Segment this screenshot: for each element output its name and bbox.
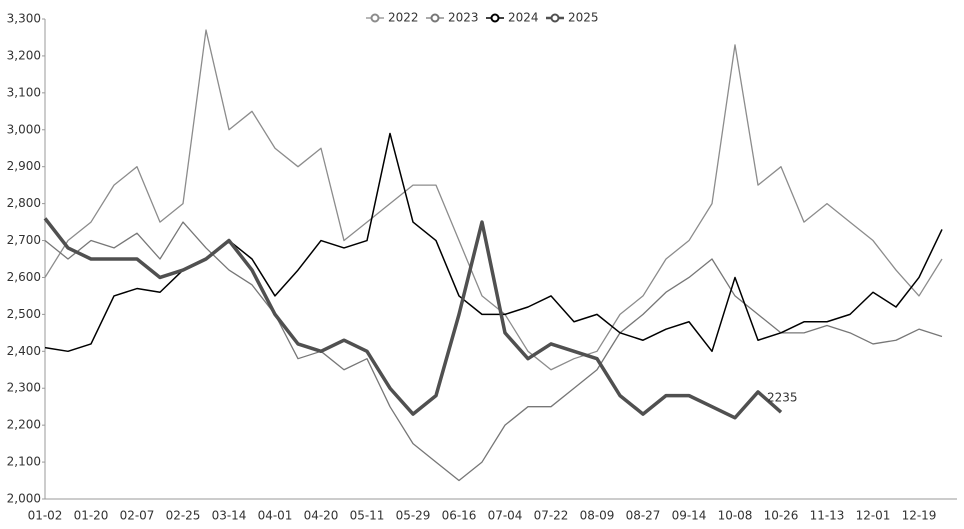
y-tick-label: 2,400 — [7, 344, 41, 358]
x-tick-label: 09-14 — [672, 509, 707, 523]
x-tick-label: 07-22 — [534, 509, 569, 523]
y-tick-label: 2,500 — [7, 307, 41, 321]
series-line — [44, 221, 943, 482]
y-tick-label: 2,100 — [7, 455, 41, 469]
x-tick-label: 12-19 — [902, 509, 937, 523]
y-tick-label: 3,100 — [7, 85, 41, 99]
legend-marker — [430, 13, 440, 23]
series-line — [44, 29, 943, 371]
x-tick-label: 03-14 — [212, 509, 247, 523]
legend-label: 2025 — [568, 11, 599, 25]
x-tick-label: 07-04 — [488, 509, 523, 523]
x-tick-label: 05-11 — [350, 509, 385, 523]
x-tick-label: 10-08 — [718, 509, 753, 523]
x-tick-label: 04-01 — [258, 509, 293, 523]
y-tick-label: 2,300 — [7, 381, 41, 395]
y-tick-label: 2,200 — [7, 418, 41, 432]
legend-marker — [370, 13, 380, 23]
legend-label: 2022 — [388, 11, 419, 25]
y-tick-label: 2,900 — [7, 159, 41, 173]
x-tick-label: 05-29 — [396, 509, 431, 523]
x-tick-label: 04-20 — [304, 509, 339, 523]
x-tick-label: 01-20 — [74, 509, 109, 523]
series-line — [44, 132, 943, 353]
legend-label: 2023 — [448, 11, 479, 25]
series-line — [43, 217, 783, 420]
x-tick-label: 12-01 — [856, 509, 891, 523]
x-tick-label: 11-13 — [810, 509, 845, 523]
legend-label: 2024 — [508, 11, 539, 25]
legend-marker — [490, 13, 500, 23]
x-tick-label: 10-26 — [764, 509, 799, 523]
x-tick-label: 08-27 — [626, 509, 661, 523]
y-tick-label: 3,200 — [7, 48, 41, 62]
x-tick-label: 06-16 — [442, 509, 477, 523]
x-tick-label: 02-07 — [120, 509, 155, 523]
legend-marker — [550, 13, 560, 23]
data-label: 2235 — [767, 391, 798, 405]
y-tick-label: 3,300 — [7, 12, 41, 26]
y-tick-label: 2,800 — [7, 196, 41, 210]
x-tick-label: 01-02 — [28, 509, 63, 523]
x-tick-label: 02-25 — [166, 509, 201, 523]
y-tick-label: 2,700 — [7, 233, 41, 247]
y-tick-label: 2,000 — [7, 492, 41, 506]
x-tick-label: 08-09 — [580, 509, 615, 523]
y-tick-label: 3,000 — [7, 122, 41, 136]
y-tick-label: 2,600 — [7, 270, 41, 284]
